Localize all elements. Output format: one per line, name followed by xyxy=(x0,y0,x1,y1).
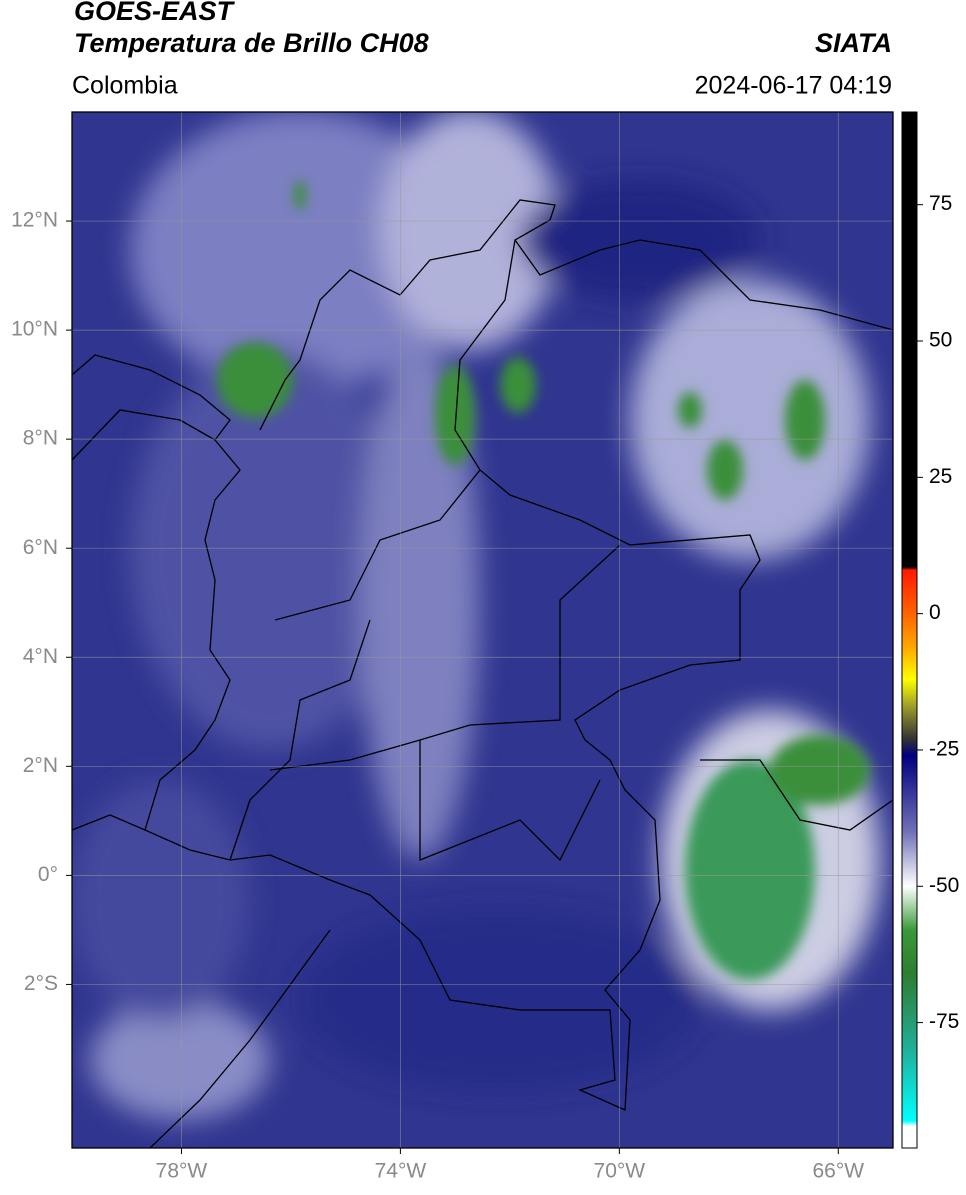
colorbar xyxy=(901,111,918,1149)
region: Colombia xyxy=(72,72,178,100)
subtitle: Temperatura de Brillo CH08 xyxy=(74,28,429,58)
y-tick-label: 2°N xyxy=(23,754,58,777)
colorbar-tick-label: 50 xyxy=(929,329,952,352)
colorbar-tick-label: 75 xyxy=(929,192,952,215)
title: GOES-EAST xyxy=(74,0,236,26)
y-tick-label: 0° xyxy=(38,863,58,886)
y-tick-label: 2°S xyxy=(24,972,58,995)
satellite-image xyxy=(72,112,893,1148)
x-tick-label: 70°W xyxy=(594,1160,646,1183)
x-tick-label: 78°W xyxy=(156,1160,208,1183)
y-tick-label: 12°N xyxy=(11,209,58,232)
colorbar-tick-label: 0 xyxy=(929,601,941,624)
colorbar-tick-label: -50 xyxy=(929,874,959,897)
y-tick-label: 4°N xyxy=(23,645,58,668)
x-tick-label: 66°W xyxy=(812,1160,864,1183)
source: SIATA xyxy=(815,28,892,58)
datetime: 2024-06-17 04:19 xyxy=(695,72,892,100)
y-tick-label: 10°N xyxy=(11,318,58,341)
x-tick-label: 74°W xyxy=(375,1160,427,1183)
map-frame xyxy=(71,111,894,1149)
y-tick-label: 6°N xyxy=(23,536,58,559)
colorbar-tick-label: -75 xyxy=(929,1010,959,1033)
colorbar-tick-label: -25 xyxy=(929,738,959,761)
y-tick-label: 8°N xyxy=(23,427,58,450)
colorbar-tick-label: 25 xyxy=(929,465,952,488)
